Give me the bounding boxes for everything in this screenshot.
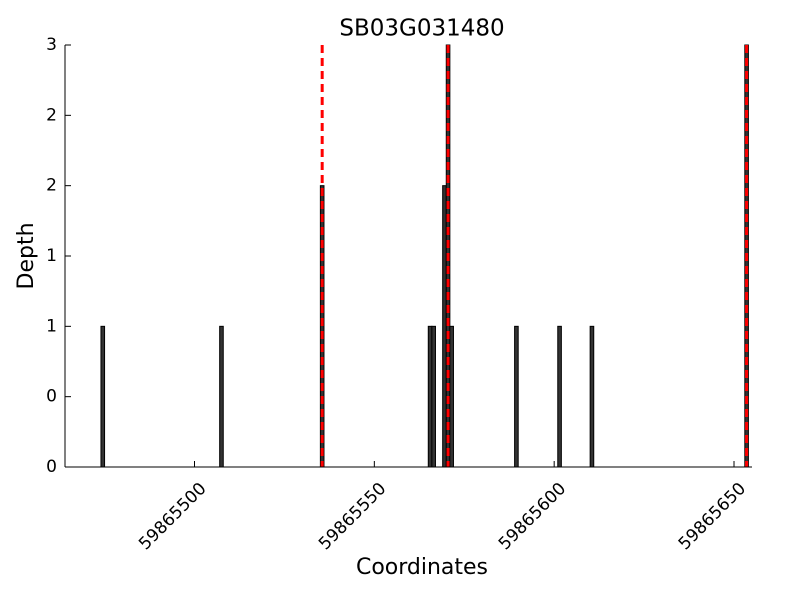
x-tick-label: 59865500 xyxy=(135,479,210,554)
bar xyxy=(431,325,436,468)
y-tick-label: 2 xyxy=(46,176,57,196)
bar xyxy=(427,325,433,468)
bar xyxy=(589,325,595,468)
y-tick-label: 1 xyxy=(46,246,57,266)
x-tick-label: 59865550 xyxy=(315,479,390,554)
bar xyxy=(514,325,519,468)
x-tick-label: 59865650 xyxy=(675,479,750,554)
y-tick-label: 3 xyxy=(46,35,57,55)
bar xyxy=(442,185,447,468)
bar xyxy=(100,325,106,468)
y-tick-label: 2 xyxy=(46,105,57,125)
x-tick-label: 59865600 xyxy=(495,479,570,554)
bar xyxy=(219,325,224,468)
y-tick-label: 1 xyxy=(46,316,57,336)
bar xyxy=(449,325,454,468)
y-tick-label: 0 xyxy=(46,457,57,477)
y-axis-label: Depth xyxy=(14,222,39,289)
x-axis-label: Coordinates xyxy=(356,555,488,580)
bar xyxy=(557,325,562,468)
y-tick-label: 0 xyxy=(46,387,57,407)
chart-title: SB03G031480 xyxy=(339,16,504,42)
